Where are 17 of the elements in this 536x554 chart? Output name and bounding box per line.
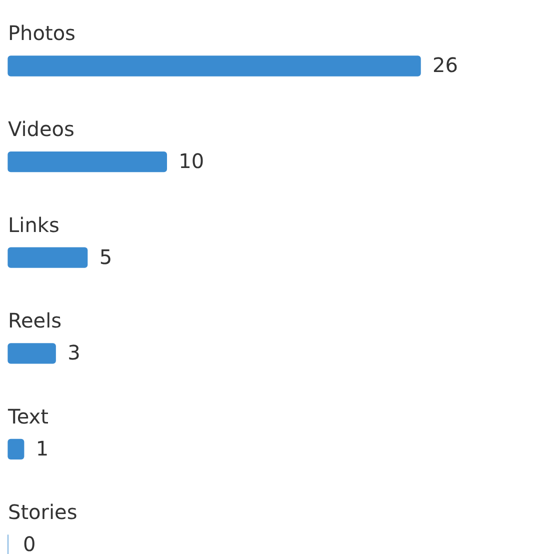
y-tick-label: Photos: [8, 21, 76, 46]
data-label: 0: [23, 532, 36, 554]
bar: [8, 343, 56, 364]
bar: [8, 247, 88, 268]
bar: [8, 438, 24, 460]
data-label: 26: [432, 53, 458, 78]
data-label: 10: [178, 149, 204, 174]
y-tick-label: Stories: [8, 500, 78, 524]
y-tick-label: Links: [8, 212, 60, 237]
y-tick-label: Text: [7, 404, 49, 428]
data-label: 1: [36, 436, 49, 460]
y-tick-label: Videos: [8, 117, 74, 142]
bar: [8, 56, 421, 76]
data-label: 5: [99, 244, 112, 269]
bar: [8, 151, 167, 172]
data-label: 3: [68, 340, 80, 365]
y-tick-label: Reels: [8, 308, 62, 333]
